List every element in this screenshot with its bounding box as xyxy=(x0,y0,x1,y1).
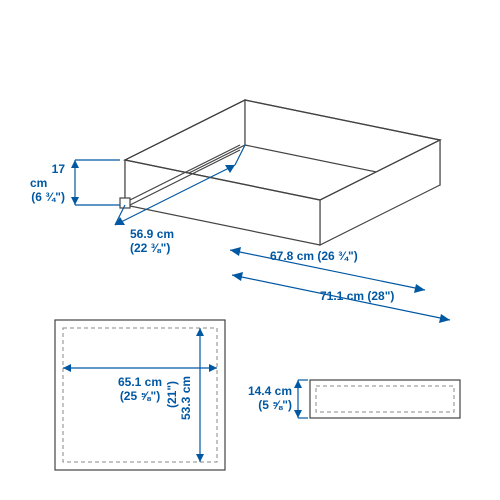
svg-text:14.4 cm: 14.4 cm xyxy=(248,384,292,398)
svg-text:65.1 cm: 65.1 cm xyxy=(118,375,162,389)
front-h-alt: (5 ⅝") xyxy=(258,398,292,412)
height-alt: (6 ¾") xyxy=(31,190,65,204)
svg-text:(5 ⅝"): (5 ⅝") xyxy=(258,398,292,412)
height-cm: 17 xyxy=(52,162,66,176)
front-h-cm: 14.4 cm xyxy=(248,384,292,398)
svg-text:(6 ¾"): (6 ¾") xyxy=(31,190,65,204)
front-outer: 71.1 cm (28") xyxy=(320,289,394,303)
dim-front-height: 14.4 cm (5 ⅝") xyxy=(248,380,308,418)
svg-text:(22 ⅜"): (22 ⅜") xyxy=(130,241,170,255)
svg-text:(25 ⅝"): (25 ⅝") xyxy=(120,389,160,403)
dim-front-outer: 71.1 cm (28") xyxy=(232,272,450,323)
svg-text:53.3 cm: 53.3 cm xyxy=(179,376,193,420)
dim-top-width: 65.1 cm (25 ⅝") xyxy=(63,364,217,403)
depth-cm: 56.9 cm xyxy=(130,227,174,241)
svg-text:17: 17 xyxy=(52,162,66,176)
front-view: 14.4 cm (5 ⅝") xyxy=(248,380,460,418)
top-width-cm: 65.1 cm xyxy=(118,375,162,389)
top-width-alt: (25 ⅝") xyxy=(120,389,160,403)
dim-front-inner: 67.8 cm (26 ¾") xyxy=(230,247,425,293)
svg-text:cm: cm xyxy=(30,176,47,190)
top-height-cm: 53.3 cm xyxy=(179,376,193,420)
dim-height: 17 cm (6 ¾") xyxy=(30,160,120,205)
svg-text:(21"): (21") xyxy=(165,381,179,408)
top-view: 65.1 cm (25 ⅝") 53.3 cm (21") xyxy=(55,320,225,470)
dimension-diagram: 17 cm (6 ¾") 56.9 cm (22 ⅜") 67.8 cm (26… xyxy=(0,0,500,500)
svg-text:71.1 cm (28"): 71.1 cm (28") xyxy=(320,289,394,303)
iso-drawer: 17 cm (6 ¾") 56.9 cm (22 ⅜") 67.8 cm (26… xyxy=(30,100,450,323)
svg-text:56.9 cm: 56.9 cm xyxy=(130,227,174,241)
depth-alt: (22 ⅜") xyxy=(130,241,170,255)
svg-text:67.8 cm (26 ¾"): 67.8 cm (26 ¾") xyxy=(270,249,358,263)
front-inner: 67.8 cm (26 ¾") xyxy=(270,249,358,263)
dim-top-height: 53.3 cm (21") xyxy=(165,328,204,462)
top-height-alt: (21") xyxy=(165,381,179,408)
